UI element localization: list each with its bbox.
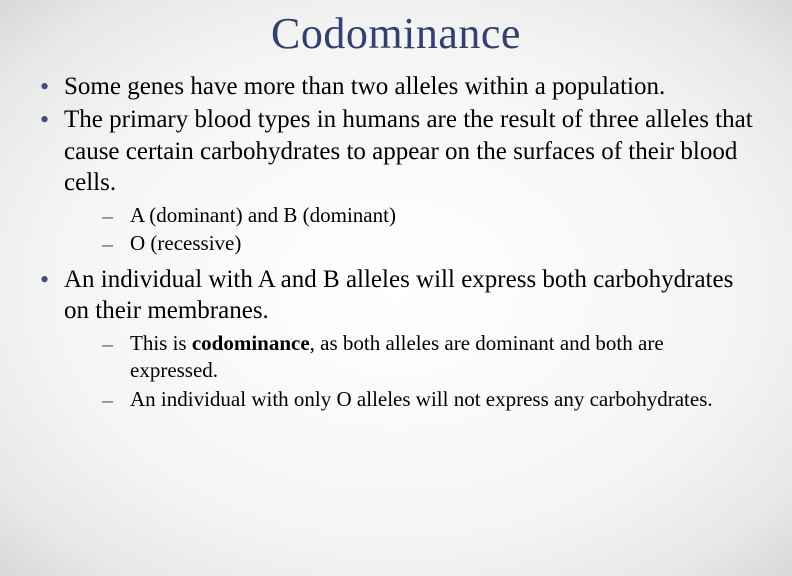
bullet-3: An individual with A and B alleles will … xyxy=(38,264,754,413)
bullet-3-sub-1-bold: codominance xyxy=(192,331,310,355)
slide-title: Codominance xyxy=(38,8,754,59)
bullet-2-sub-1-text: A (dominant) and B (dominant) xyxy=(130,203,396,227)
slide-content: Codominance Some genes have more than tw… xyxy=(0,0,792,413)
bullet-2-sub-2-text: O (recessive) xyxy=(130,231,241,255)
bullet-2: The primary blood types in humans are th… xyxy=(38,104,754,257)
bullet-1-text: Some genes have more than two alleles wi… xyxy=(64,73,665,100)
bullet-2-sub-1: A (dominant) and B (dominant) xyxy=(102,202,754,229)
bullet-3-sub-1-pre: This is xyxy=(130,331,192,355)
bullet-1: Some genes have more than two alleles wi… xyxy=(38,71,754,102)
bullet-2-sub-2: O (recessive) xyxy=(102,230,754,257)
bullet-list: Some genes have more than two alleles wi… xyxy=(38,71,754,413)
bullet-3-text: An individual with A and B alleles will … xyxy=(64,266,733,324)
bullet-2-text: The primary blood types in humans are th… xyxy=(64,106,753,196)
bullet-3-sub-2-text: An individual with only O alleles will n… xyxy=(130,387,713,411)
bullet-3-sub-1: This is codominance, as both alleles are… xyxy=(102,330,754,385)
bullet-3-sublist: This is codominance, as both alleles are… xyxy=(64,330,754,413)
bullet-2-sublist: A (dominant) and B (dominant) O (recessi… xyxy=(64,202,754,258)
bullet-3-sub-2: An individual with only O alleles will n… xyxy=(102,386,754,413)
